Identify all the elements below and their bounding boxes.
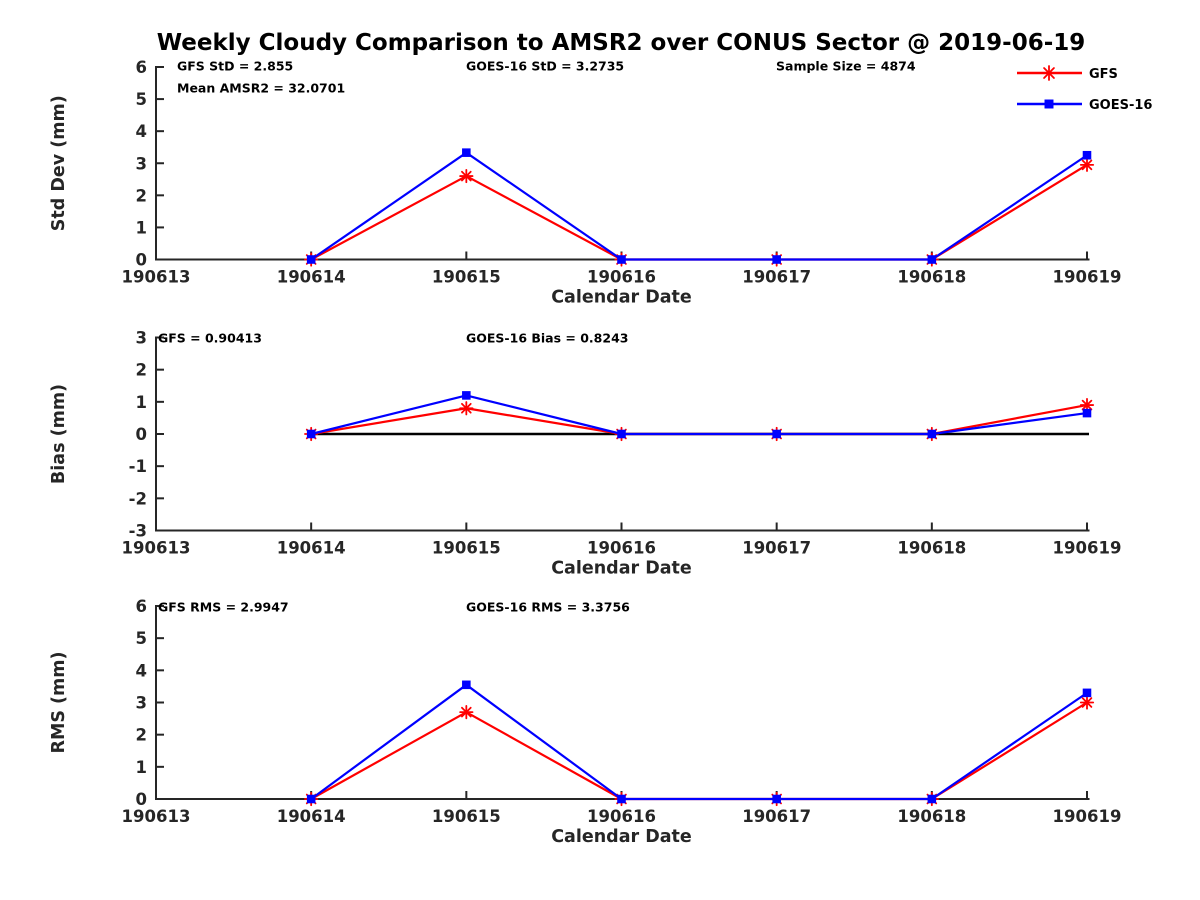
- y-tick-label: 0: [136, 251, 147, 270]
- x-tick-label: 190614: [277, 539, 346, 558]
- annotation: GFS StD = 2.855: [177, 59, 293, 74]
- goes-16-marker: [772, 429, 781, 439]
- x-axis-label: Calendar Date: [551, 827, 692, 847]
- y-tick-label: 0: [136, 425, 147, 444]
- gfs-marker: [1079, 695, 1095, 710]
- gfs-line: [310, 701, 1088, 801]
- goes-16-marker: [617, 255, 626, 264]
- y-tick-label: 4: [136, 122, 147, 141]
- y-tick-label: 3: [136, 694, 147, 713]
- x-tick-label: 190618: [897, 268, 966, 287]
- y-tick-label: -1: [129, 457, 147, 476]
- y-tick-label: 2: [136, 726, 147, 745]
- goes-16-line: [310, 394, 1088, 436]
- x-tick-label: 190615: [432, 807, 501, 826]
- y-tick-label: 3: [136, 329, 147, 348]
- annotation: GOES-16 Bias = 0.8243: [466, 331, 628, 346]
- y-tick-label: 4: [136, 661, 147, 680]
- goes-16-marker: [462, 148, 471, 157]
- y-tick-label: 1: [136, 393, 147, 412]
- goes-16-marker: [306, 429, 316, 439]
- goes-16-marker: [927, 255, 937, 264]
- gfs-marker: [459, 168, 474, 184]
- x-tick-label: 190614: [277, 268, 346, 287]
- x-tick-label: 190619: [1053, 539, 1122, 558]
- x-tick-label: 190613: [122, 807, 191, 826]
- y-tick-label: -2: [129, 489, 147, 508]
- goes-16-marker: [1082, 688, 1092, 698]
- x-tick-label: 190617: [742, 539, 811, 558]
- legend: GFS GOES-16: [1017, 65, 1152, 113]
- y-tick-label: -3: [129, 522, 147, 541]
- y-tick-label: 2: [136, 361, 147, 380]
- subplot-rms: 0 1 2 3 4 5 6 190613 190614 190615 190616 190617 190…: [49, 597, 1121, 847]
- y-tick-label: 3: [136, 154, 147, 173]
- x-tick-label: 190619: [1053, 268, 1122, 287]
- x-tick-label: 190616: [587, 807, 656, 826]
- goes-16-marker: [927, 429, 937, 439]
- x-tick-label: 190617: [742, 268, 811, 287]
- x-tick-label: 190618: [897, 539, 966, 558]
- annotation: GOES-16 StD = 3.2735: [466, 59, 624, 74]
- goes-16-marker: [617, 794, 626, 804]
- goes-16-marker: [462, 680, 471, 690]
- goes-16-marker: [772, 255, 781, 264]
- legend-marker-gfs: [1041, 65, 1057, 81]
- x-tick-label: 190613: [122, 268, 191, 287]
- x-tick-label: 190619: [1053, 807, 1122, 826]
- subplot-bias: -3 -2 -1 0 1 2 3 190613 190614 190615 190616 190617…: [49, 329, 1121, 579]
- x-tick-label: 190616: [587, 539, 656, 558]
- y-tick-label: 6: [136, 58, 147, 77]
- x-tick-label: 190618: [897, 807, 966, 826]
- legend-label-goes-16: GOES-16: [1089, 98, 1152, 113]
- y-tick-label: 2: [136, 186, 147, 205]
- x-axis-label: Calendar Date: [551, 288, 692, 308]
- x-tick-label: 190616: [587, 268, 656, 287]
- gfs-marker: [459, 705, 474, 720]
- subplot-std-dev: 0 1 2 3 4 5 6 190613 190614 190615 190616 190617 190…: [49, 58, 1121, 308]
- annotation: GFS RMS = 2.9947: [158, 600, 289, 615]
- goes-16-marker: [306, 255, 316, 264]
- y-axis-label: RMS (mm): [49, 651, 69, 753]
- y-tick-label: 1: [136, 758, 147, 777]
- y-tick-label: 6: [136, 597, 147, 616]
- goes-16-marker: [1082, 408, 1092, 418]
- annotation: GOES-16 RMS = 3.3756: [466, 600, 630, 615]
- annotation: Sample Size = 4874: [776, 59, 916, 74]
- x-tick-label: 190614: [277, 807, 346, 826]
- goes-16-marker: [306, 794, 316, 804]
- goes-16-marker: [927, 794, 937, 804]
- figure-title: Weekly Cloudy Comparison to AMSR2 over C…: [156, 30, 1086, 56]
- goes-16-marker: [772, 794, 781, 804]
- goes-16-marker: [462, 391, 471, 400]
- goes-16-marker: [1082, 150, 1092, 160]
- y-tick-label: 1: [136, 218, 147, 237]
- y-axis-label: Bias (mm): [49, 384, 69, 484]
- y-tick-label: 0: [136, 790, 147, 809]
- x-tick-label: 190617: [742, 807, 811, 826]
- y-tick-label: 5: [136, 629, 147, 648]
- legend-marker-goes-16: [1044, 99, 1054, 109]
- annotation: Mean AMSR2 = 32.0701: [177, 81, 345, 96]
- gfs-marker: [459, 401, 474, 416]
- goes-16-line: [310, 683, 1088, 801]
- goes-16-marker: [617, 429, 626, 439]
- goes-16-line: [310, 151, 1088, 261]
- x-tick-label: 190615: [432, 539, 501, 558]
- annotation: GFS = 0.90413: [158, 331, 262, 346]
- x-tick-label: 190615: [432, 268, 501, 287]
- y-axis-label: Std Dev (mm): [49, 95, 69, 231]
- legend-label-gfs: GFS: [1089, 67, 1118, 82]
- x-axis-label: Calendar Date: [551, 559, 692, 579]
- gfs-marker: [1079, 157, 1095, 172]
- x-tick-label: 190613: [122, 539, 191, 558]
- y-tick-label: 5: [136, 90, 147, 109]
